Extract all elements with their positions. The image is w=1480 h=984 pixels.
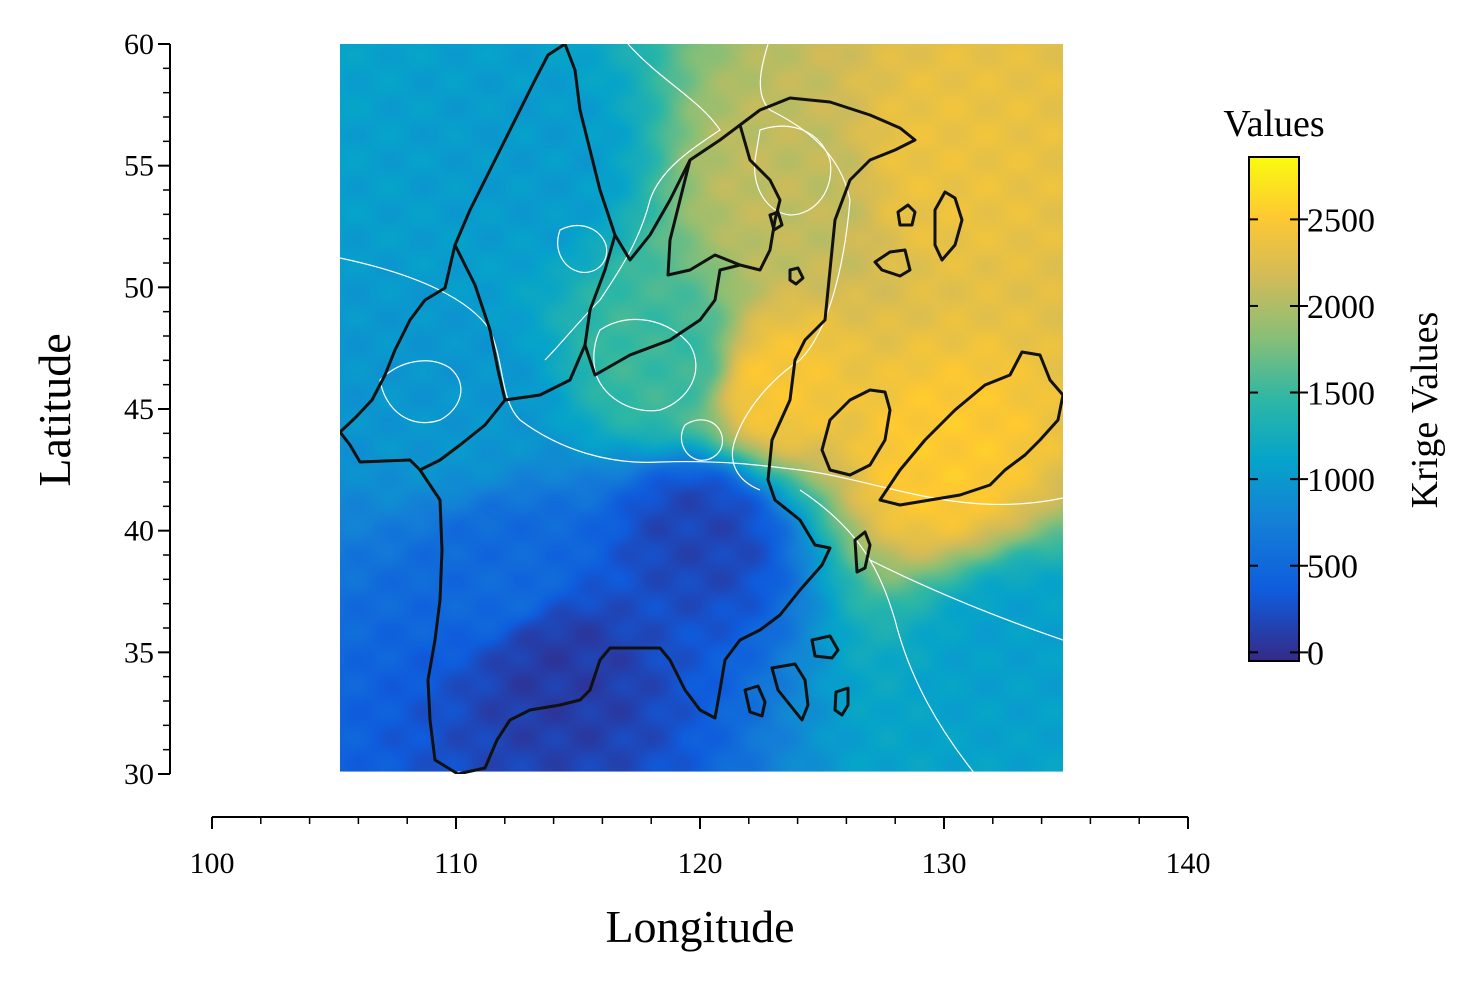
colorbar-gradient	[1248, 156, 1300, 662]
heatmap-field	[340, 44, 1063, 772]
contour-line-east	[869, 559, 1063, 641]
colorbar-tick-label: 1500	[1307, 376, 1375, 413]
colorbar: Values 0 500 1000 1500 2000 2500 Krige Values	[1223, 103, 1446, 672]
colorbar-tick-label: 1000	[1307, 462, 1375, 499]
outline-small-2	[768, 210, 784, 232]
y-tick-label: 50	[124, 271, 154, 304]
outline-internal-north	[583, 124, 782, 377]
outline-island-i	[833, 686, 850, 717]
x-tick-label: 120	[678, 847, 723, 880]
outline-island-c	[896, 203, 917, 227]
outline-island-d	[873, 248, 912, 278]
contour-line-high	[731, 44, 851, 491]
colorbar-tick-label: 2500	[1307, 202, 1375, 239]
colorbar-tick-label: 500	[1307, 549, 1358, 586]
outline-island-e	[853, 530, 872, 574]
y-tick-label: 30	[124, 758, 154, 791]
outline-island-b	[933, 190, 964, 262]
region-outlines	[340, 44, 1063, 774]
y-tick-label: 45	[124, 393, 154, 426]
colorbar-tick-label: 0	[1307, 635, 1324, 672]
contour-lines	[340, 44, 1063, 774]
outline-island-a	[820, 388, 892, 477]
outline-internal-central	[504, 344, 587, 402]
outline-island-f	[810, 634, 840, 660]
contour-line-island-3	[753, 125, 832, 216]
outline-mainland	[340, 44, 917, 774]
contour-line-island-1	[379, 360, 462, 424]
contour-line-mid	[544, 44, 721, 361]
x-tick-label: 130	[922, 847, 967, 880]
y-tick-label: 60	[124, 28, 154, 61]
colorbar-title: Values	[1223, 103, 1324, 145]
colorbar-ticks: 0 500 1000 1500 2000 2500	[1249, 202, 1375, 672]
heatmap-raster	[340, 44, 1063, 772]
outline-island-h	[743, 684, 767, 718]
outline-small-1	[788, 266, 805, 286]
y-tick-label: 40	[124, 515, 154, 548]
contour-line-island-5	[680, 419, 724, 461]
x-tick-label: 110	[434, 847, 478, 880]
contour-line-low	[340, 257, 1063, 506]
contour-line-south	[799, 489, 976, 774]
y-tick-label: 35	[124, 636, 154, 669]
y-axis-title: Latitude	[29, 333, 80, 486]
x-tick-label: 100	[190, 847, 235, 880]
contour-line-island-4	[557, 225, 608, 273]
outline-internal-east	[666, 159, 741, 277]
contour-line-island-2	[593, 318, 697, 412]
outline-island-g	[770, 662, 810, 722]
y-axis: 30 35 40 45 50 55 60	[124, 28, 171, 791]
x-tick-label: 140	[1166, 847, 1211, 880]
outline-peninsula	[878, 350, 1063, 507]
x-axis: 100 110 120 130 140	[190, 816, 1211, 880]
x-axis-title: Longitude	[605, 901, 794, 952]
colorbar-tick-label: 2000	[1307, 289, 1375, 326]
colorbar-label: Krige Values	[1404, 312, 1446, 509]
y-tick-label: 55	[124, 150, 154, 183]
